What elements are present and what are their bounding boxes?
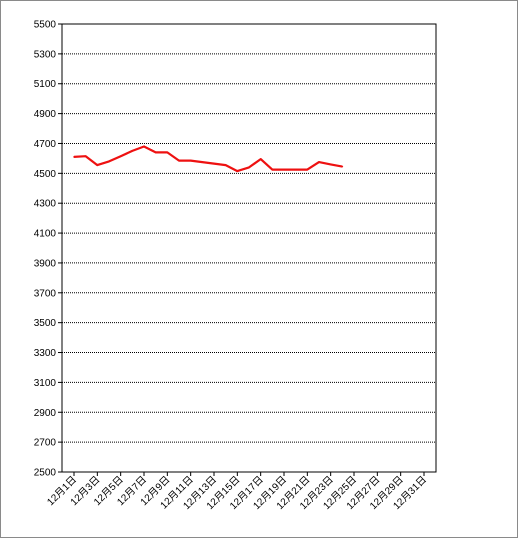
data-point <box>73 156 75 158</box>
data-point <box>96 164 99 166</box>
data-point <box>283 168 285 171</box>
y-tick-label: 3500 <box>34 318 57 329</box>
series-group <box>73 145 344 173</box>
data-point <box>306 168 309 171</box>
data-point <box>201 161 204 163</box>
x-axis-ticks: 12月1日12月3日12月5日12月7日12月9日12月11日12月13日12月… <box>45 472 429 512</box>
data-point <box>178 159 180 162</box>
data-point <box>154 151 157 154</box>
data-point <box>166 151 169 154</box>
y-tick-label: 2900 <box>34 408 57 419</box>
y-tick-label: 3300 <box>34 348 57 359</box>
data-point <box>341 165 344 168</box>
data-point <box>236 170 239 172</box>
y-tick-label: 3900 <box>34 258 57 269</box>
y-tick-label: 4100 <box>34 229 57 240</box>
data-point <box>318 161 320 163</box>
y-tick-label: 5300 <box>34 49 57 60</box>
data-point <box>108 160 110 163</box>
y-tick-label: 2700 <box>34 438 57 449</box>
plot-area <box>62 24 436 472</box>
y-tick-label: 2500 <box>34 468 57 479</box>
y-tick-label: 3100 <box>34 378 57 389</box>
data-point <box>248 166 250 169</box>
data-point <box>329 163 332 166</box>
data-point <box>294 168 297 171</box>
data-point <box>224 164 227 166</box>
data-point <box>119 155 122 157</box>
y-axis-ticks: 2500 2700 2900 3100 3300 3500 3700 3900 4100 4300… <box>34 20 62 479</box>
gridlines <box>62 53 436 443</box>
data-point <box>259 158 262 160</box>
y-tick-label: 4300 <box>34 199 57 210</box>
data-point <box>84 155 87 157</box>
y-tick-label: 4900 <box>34 109 57 120</box>
data-point <box>189 159 192 162</box>
data-point <box>213 162 215 165</box>
y-tick-label: 3700 <box>34 288 57 299</box>
y-tick-label: 4500 <box>34 169 57 180</box>
plot-border <box>61 23 437 473</box>
data-point <box>143 145 145 148</box>
series-line-0 <box>73 145 343 173</box>
data-point <box>131 150 134 152</box>
data-point <box>271 168 274 171</box>
y-tick-label: 4700 <box>34 139 57 150</box>
y-tick-label: 5100 <box>34 79 57 90</box>
y-tick-label: 5500 <box>34 20 57 31</box>
